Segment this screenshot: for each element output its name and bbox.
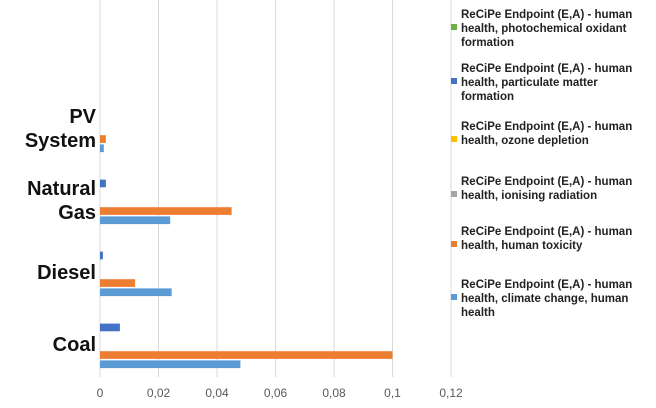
category-label: Diesel [37, 262, 96, 284]
legend-item: ReCiPe Endpoint (E,A) - human health, pa… [451, 62, 651, 104]
x-tick-label: 0,12 [439, 386, 463, 400]
legend-item: ReCiPe Endpoint (E,A) - human health, io… [451, 175, 651, 203]
bar [100, 179, 106, 188]
category-label: PV System [24, 106, 96, 152]
legend-swatch [451, 241, 457, 247]
legend-swatch [451, 294, 457, 300]
x-tick-label: 0,04 [205, 386, 229, 400]
bar [100, 207, 232, 215]
x-tick-label: 0 [97, 386, 104, 400]
legend-swatch [451, 78, 457, 84]
bar [100, 251, 103, 260]
bar [100, 323, 120, 332]
legend-label: ReCiPe Endpoint (E,A) - human health, io… [461, 176, 633, 202]
category-label: Coal [52, 334, 96, 356]
legend-label: ReCiPe Endpoint (E,A) - human health, pa… [461, 63, 633, 103]
x-tick-label: 0,06 [264, 386, 288, 400]
legend-label: ReCiPe Endpoint (E,A) - human health, cl… [461, 279, 633, 319]
category-label: Natural Gas [27, 178, 96, 224]
legend-item: ReCiPe Endpoint (E,A) - human health, cl… [451, 278, 651, 320]
x-tick-label: 0,08 [322, 386, 346, 400]
legend-label: ReCiPe Endpoint (E,A) - human health, oz… [461, 121, 633, 147]
legend-label: ReCiPe Endpoint (E,A) - human health, ph… [461, 9, 633, 49]
legend-item: ReCiPe Endpoint (E,A) - human health, ph… [451, 8, 651, 50]
legend-swatch [451, 24, 457, 30]
x-tick-label: 0,1 [384, 386, 401, 400]
bar [100, 279, 136, 287]
bar [100, 144, 104, 153]
bar [100, 135, 106, 143]
legend-item: ReCiPe Endpoint (E,A) - human health, hu… [451, 225, 651, 253]
legend-swatch [451, 191, 457, 197]
legend-label: ReCiPe Endpoint (E,A) - human health, hu… [461, 226, 633, 252]
x-tick-label: 0,02 [147, 386, 171, 400]
bar [100, 351, 393, 359]
legend-swatch [451, 136, 457, 142]
bar [100, 288, 172, 297]
bar [100, 216, 171, 225]
legend-item: ReCiPe Endpoint (E,A) - human health, oz… [451, 120, 651, 148]
bar [100, 360, 241, 369]
